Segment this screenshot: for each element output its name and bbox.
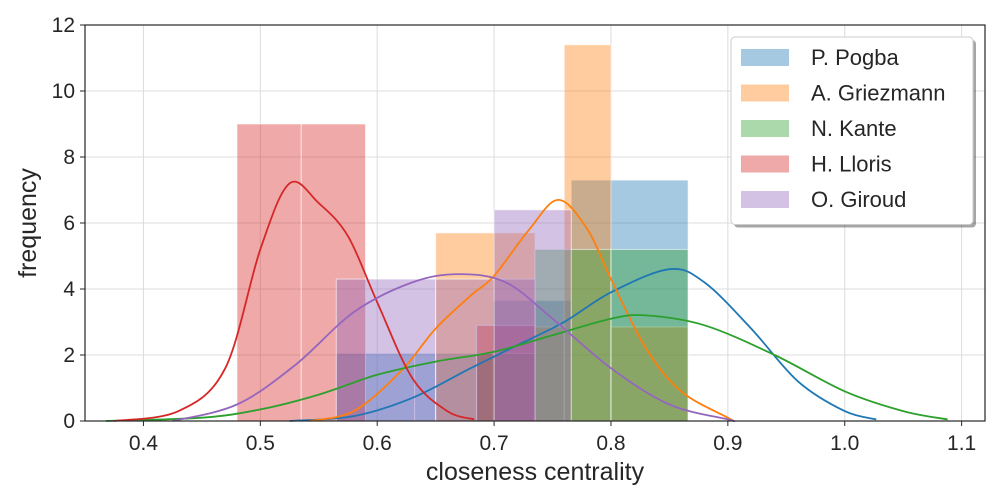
- y-tick-label-1: 2: [63, 344, 75, 367]
- x-tick-label-3: 0.7: [479, 432, 508, 455]
- legend-swatch-o-giroud: [741, 191, 789, 208]
- y-tick-label-5: 10: [52, 80, 75, 103]
- histogram-bars: [236, 44, 689, 422]
- legend-label-o-giroud: O. Giroud: [811, 187, 906, 212]
- legend-label-n-kante: N. Kante: [811, 116, 897, 141]
- y-axis-ticks: 0 2 4 6 8 10 12: [52, 14, 85, 433]
- legend-box: [730, 36, 974, 225]
- x-tick-label-1: 0.5: [246, 432, 275, 455]
- legend-swatch-n-kante: [741, 120, 789, 137]
- legend-swatch-p-pogba: [741, 49, 789, 66]
- bar-n-kante-0: [476, 352, 536, 422]
- x-tick-label-5: 0.9: [713, 432, 742, 455]
- kde-line-o-giroud: [172, 273, 736, 422]
- legend-label-p-pogba: P. Pogba: [811, 45, 899, 70]
- kde-line-a-griezmann: [309, 198, 735, 422]
- x-axis-label: closeness centrality: [426, 458, 645, 486]
- legend-swatch-h-lloris: [741, 155, 789, 173]
- bar-o-giroud-2: [493, 209, 572, 422]
- bar-h-lloris-1: [300, 123, 367, 422]
- bar-a-griezmann-3: [610, 326, 689, 422]
- x-tick-label-2: 0.6: [363, 432, 392, 455]
- legend-label-a-griezmann: A. Griezmann: [811, 81, 946, 106]
- bar-h-lloris-0: [236, 123, 302, 422]
- y-tick-label-6: 12: [52, 14, 75, 37]
- legend: P. Pogba A. Griezmann N. Kante H. Lloris O. …: [730, 36, 976, 228]
- y-tick-label-2: 4: [63, 278, 75, 301]
- kde-line-p-pogba: [289, 268, 877, 422]
- y-tick-label-3: 6: [63, 212, 75, 235]
- y-tick-label-4: 8: [63, 146, 75, 169]
- legend-label-h-lloris: H. Lloris: [811, 152, 892, 177]
- x-axis-ticks: 0.4 0.5 0.6 0.7 0.8 0.9 1.0 1.1: [129, 421, 976, 455]
- x-tick-label-7: 1.1: [947, 432, 976, 455]
- y-tick-label-0: 0: [63, 410, 75, 433]
- x-tick-label-0: 0.4: [129, 432, 159, 455]
- bar-a-griezmann-2: [563, 44, 612, 422]
- bar-n-kante-2: [610, 248, 689, 422]
- bar-p-pogba-2: [492, 300, 572, 422]
- x-tick-label-6: 1.0: [830, 432, 859, 455]
- bar-o-giroud-0: [335, 278, 437, 422]
- kde-line-h-lloris: [114, 180, 475, 422]
- kde-line-n-kante: [105, 314, 948, 422]
- x-tick-label-4: 0.8: [596, 432, 625, 455]
- bar-o-giroud-1: [435, 278, 536, 422]
- y-axis-label: frequency: [14, 168, 42, 278]
- kde-curves: [105, 180, 948, 422]
- bar-a-griezmann-0: [435, 232, 536, 422]
- legend-swatch-a-griezmann: [741, 84, 789, 102]
